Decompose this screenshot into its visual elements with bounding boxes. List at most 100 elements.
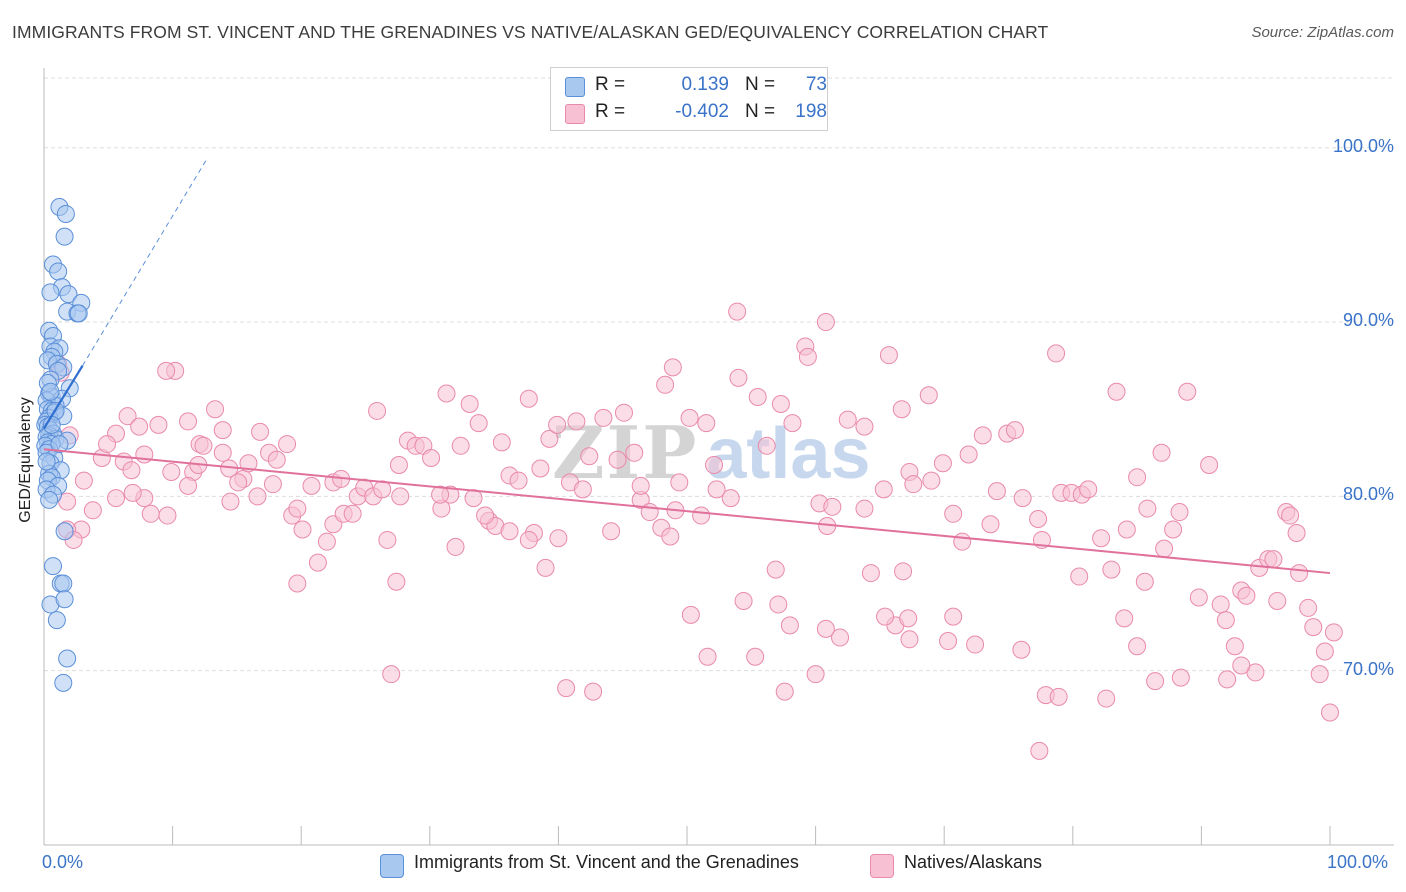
natives-point: [1200, 455, 1219, 474]
natives-point: [549, 529, 568, 548]
natives-point: [602, 522, 621, 541]
immigrants-point: [41, 382, 60, 401]
natives-point: [229, 473, 248, 492]
bottom-legend-swatch-blue: [380, 854, 404, 878]
natives-point: [343, 504, 362, 523]
natives-point: [1107, 382, 1126, 401]
natives-point: [707, 480, 726, 499]
natives-point: [855, 499, 874, 518]
natives-point: [373, 480, 392, 499]
bottom-legend-label: Natives/Alaskans: [904, 852, 1043, 872]
immigrants-point: [54, 574, 73, 593]
natives-point: [1155, 539, 1174, 558]
natives-point: [1012, 640, 1031, 659]
natives-point: [540, 429, 559, 448]
immigrants-point: [37, 452, 56, 471]
natives-point: [631, 476, 650, 495]
natives-point: [1070, 567, 1089, 586]
natives-point: [879, 346, 898, 365]
natives-point: [894, 562, 913, 581]
natives-point: [1268, 591, 1287, 610]
natives-point: [933, 454, 952, 473]
natives-point: [206, 400, 225, 419]
natives-point: [1178, 382, 1197, 401]
immigrants-point: [55, 227, 74, 246]
natives-point: [661, 527, 680, 546]
natives-point: [431, 485, 450, 504]
natives-point: [531, 459, 550, 478]
natives-point: [721, 489, 740, 508]
y-tick-label: 80.0%: [1342, 484, 1394, 505]
natives-point: [1281, 506, 1300, 525]
natives-point: [141, 504, 160, 523]
natives-point: [705, 455, 724, 474]
natives-point: [74, 471, 93, 490]
natives-point: [118, 407, 137, 426]
natives-point: [1117, 520, 1136, 539]
natives-point: [899, 609, 918, 628]
y-tick-label: 100.0%: [1332, 135, 1394, 156]
natives-point: [446, 537, 465, 556]
natives-point: [1299, 598, 1318, 617]
x-tick-label-min: 0.0%: [42, 852, 84, 872]
natives-point: [251, 422, 270, 441]
natives-point: [831, 628, 850, 647]
natives-point: [213, 443, 232, 462]
natives-point: [382, 665, 401, 684]
natives-point: [748, 388, 767, 407]
natives-point: [1264, 550, 1283, 569]
natives-point: [213, 421, 232, 440]
natives-point: [451, 436, 470, 455]
natives-point: [892, 400, 911, 419]
natives-point: [757, 436, 776, 455]
natives-point: [1097, 689, 1116, 708]
y-tick-label: 70.0%: [1342, 658, 1394, 679]
natives-point: [389, 455, 408, 474]
natives-point: [1128, 468, 1147, 487]
natives-point: [987, 482, 1006, 501]
natives-point: [288, 499, 307, 518]
natives-point: [194, 436, 213, 455]
natives-point: [1287, 523, 1306, 542]
immigrants-point: [41, 283, 60, 302]
natives-point: [973, 426, 992, 445]
natives-alaskans-points: [49, 302, 1343, 760]
natives-point: [1237, 586, 1256, 605]
immigrants-points: [36, 197, 91, 692]
natives-point: [1152, 443, 1171, 462]
immigrants-point: [69, 304, 88, 323]
natives-point: [391, 487, 410, 506]
natives-point: [584, 682, 603, 701]
natives-point: [1324, 623, 1343, 642]
legend-swatch-pink: [565, 104, 585, 124]
natives-point: [1189, 588, 1208, 607]
natives-point: [966, 635, 985, 654]
natives-point: [734, 591, 753, 610]
natives-point: [1115, 609, 1134, 628]
natives-point: [1049, 687, 1068, 706]
natives-point: [1321, 703, 1339, 722]
legend-r-value: -0.402: [675, 101, 729, 122]
source-credit: Source: ZipAtlas.com: [1251, 24, 1394, 41]
natives-point: [580, 447, 599, 466]
immigrants-point: [58, 649, 77, 668]
natives-point: [460, 394, 479, 413]
bottom-legend-swatch-pink: [870, 854, 894, 878]
natives-point: [904, 475, 923, 494]
natives-point: [874, 480, 893, 499]
natives-point: [823, 497, 842, 516]
natives-point: [771, 394, 790, 413]
natives-point: [1138, 499, 1157, 518]
natives-point: [1164, 520, 1183, 539]
immigrants-point: [44, 557, 63, 576]
natives-point: [728, 302, 747, 321]
natives-point: [775, 682, 794, 701]
natives-point: [1005, 421, 1024, 440]
natives-point: [1079, 480, 1098, 499]
natives-point: [766, 560, 785, 579]
natives-point: [317, 532, 336, 551]
natives-point: [1047, 344, 1066, 363]
natives-point: [1030, 741, 1049, 760]
natives-point: [981, 515, 1000, 534]
